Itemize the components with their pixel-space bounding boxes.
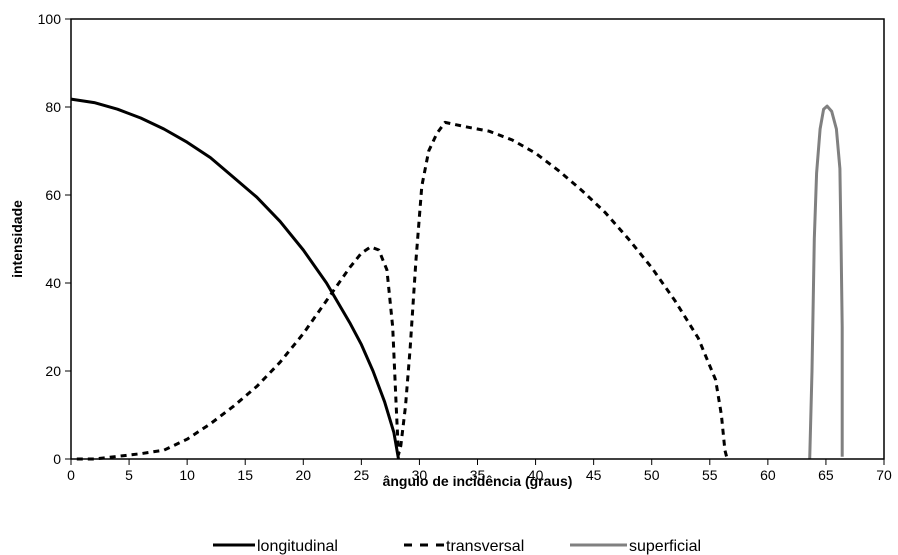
- x-tick-label: 45: [586, 467, 602, 483]
- y-tick-label: 80: [45, 99, 61, 115]
- y-tick-label: 20: [45, 363, 61, 379]
- x-axis-tick-labels: 0 5 10 15 20 25 30 35 40 45 50 55 60 65 70: [67, 467, 892, 483]
- x-tick-label: 60: [760, 467, 776, 483]
- plot-frame: [70, 18, 885, 460]
- x-tick-label: 55: [702, 467, 718, 483]
- series-transversal-line: [76, 120, 729, 461]
- x-tick-label: 50: [644, 467, 660, 483]
- plot-series: [70, 97, 844, 461]
- x-axis-title: ângulo de incidência (graus): [383, 473, 573, 489]
- x-tick-label: 20: [295, 467, 311, 483]
- x-tick-label: 15: [237, 467, 253, 483]
- y-tick-label: 40: [45, 275, 61, 291]
- x-tick-label: 10: [179, 467, 195, 483]
- legend: longitudinal transversal superficial: [213, 538, 701, 555]
- legend-label-longitudinal: longitudinal: [257, 538, 338, 555]
- y-tick-label: 60: [45, 187, 61, 203]
- x-tick-label: 70: [876, 467, 892, 483]
- x-tick-label: 25: [354, 467, 370, 483]
- x-tick-label: 30: [412, 467, 428, 483]
- x-tick-label: 35: [470, 467, 486, 483]
- y-tick-label: 100: [38, 11, 62, 27]
- x-tick-label: 0: [67, 467, 75, 483]
- series-superficial-line: [808, 104, 844, 460]
- y-tick-label: 0: [53, 451, 61, 467]
- x-tick-label: 40: [528, 467, 544, 483]
- legend-label-transversal: transversal: [446, 538, 524, 555]
- y-axis-tick-labels: 0 20 40 60 80 100: [38, 11, 62, 467]
- legend-label-superficial: superficial: [629, 538, 701, 555]
- x-tick-label: 65: [818, 467, 834, 483]
- y-axis-title: intensidade: [9, 200, 25, 278]
- series-longitudinal-line: [70, 97, 400, 460]
- x-tick-label: 5: [125, 467, 133, 483]
- x-axis-ticks: [70, 459, 885, 465]
- y-axis-ticks: [65, 18, 71, 460]
